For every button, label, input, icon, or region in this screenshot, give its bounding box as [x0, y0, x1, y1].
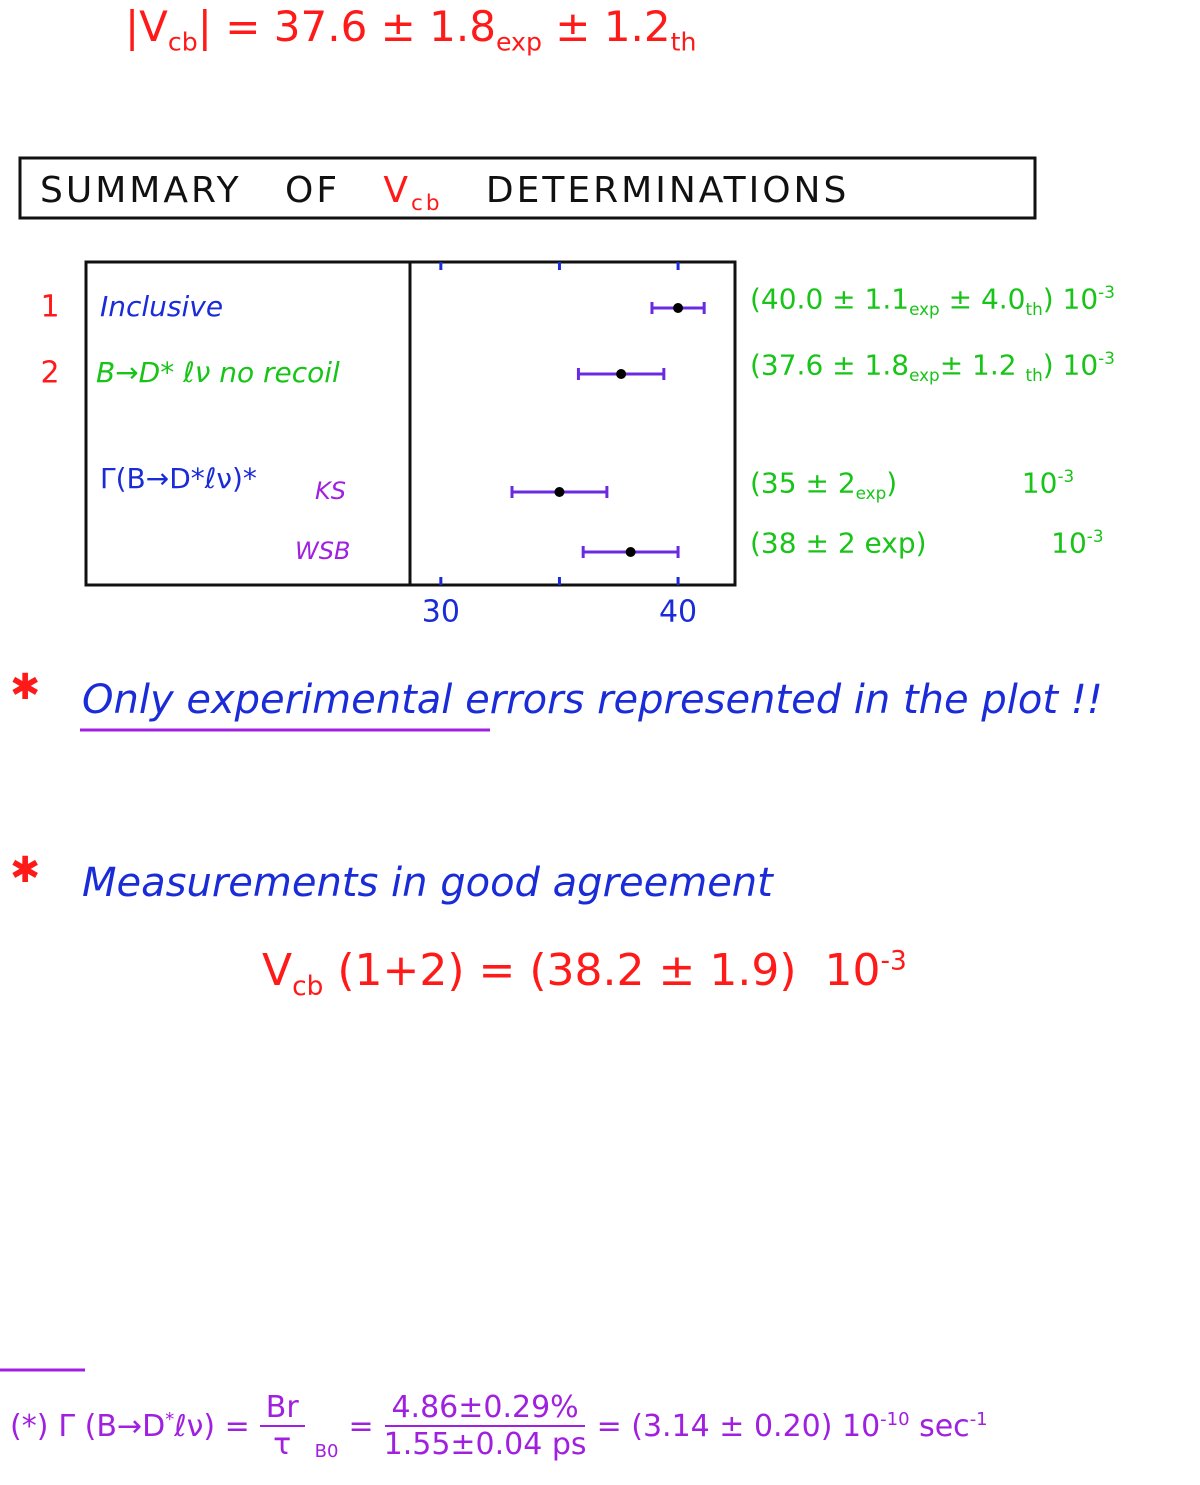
subscript: B0 — [314, 1441, 339, 1462]
footnote-marker: (*) — [10, 1408, 49, 1444]
note-text: Measurements in good agreement — [82, 860, 773, 906]
denominator: τ — [273, 1427, 292, 1462]
group-label: Γ(B→D*ℓν)* — [100, 462, 257, 495]
text-segment: th — [1025, 298, 1043, 319]
text-segment: (37.6 ± 1.8 — [750, 348, 910, 382]
category-label: B→D* ℓν no recoil — [96, 356, 340, 389]
footnote-lhs: Γ (B→D*ℓν) = — [58, 1409, 249, 1444]
text-segment: (38 ± 2 exp) 10 — [750, 526, 1087, 560]
title-box — [18, 156, 1037, 220]
text-segment: DETERMINATIONS — [442, 170, 850, 211]
text-segment: (1+2) = (38.2 ± 1.9) 10 — [323, 945, 881, 996]
text-segment: ± 1.2 — [939, 348, 1026, 382]
text-segment: (35 ± 2 — [750, 466, 856, 500]
annotation: (38 ± 2 exp) 10-3 — [750, 526, 1104, 559]
fraction: Br τ — [259, 1390, 305, 1462]
fraction: 4.86±0.29% 1.55±0.04 ps — [384, 1390, 587, 1462]
category-label: Inclusive — [100, 290, 223, 323]
category-label: WSB — [295, 537, 350, 565]
text-segment: -3 — [1086, 526, 1104, 546]
header-formula: |Vcb| = 37.6 ± 1.8exp ± 1.2th — [125, 2, 696, 56]
summary-title: SUMMARY OF Vcb DETERMINATIONS — [40, 170, 849, 216]
point — [673, 303, 684, 313]
bullet: ✱ — [10, 667, 41, 708]
text-segment: -3 — [1098, 348, 1115, 368]
text-segment: exp — [909, 298, 940, 319]
text-segment: SUMMARY OF — [40, 170, 384, 211]
x-tick-label: 30 — [422, 595, 460, 630]
text-segment: (40.0 ± 1.1 — [750, 282, 910, 316]
text-segment: exp — [909, 364, 940, 385]
point — [616, 369, 627, 379]
text-segment: cb — [167, 27, 198, 57]
category-label: KS — [315, 477, 346, 505]
footnote: (*) Γ (B→D*ℓν) = Br τ B0 = 4.86±0.29% 1.… — [10, 1390, 988, 1462]
row-number: 1 — [40, 290, 59, 325]
text-segment: th — [1025, 364, 1043, 385]
text-segment: -3 — [1057, 466, 1075, 486]
denominator: 1.55±0.04 ps — [383, 1427, 587, 1462]
annotation: (35 ± 2exp) 10-3 — [750, 466, 1074, 503]
text-segment: exp — [495, 27, 542, 57]
text-segment: cb — [292, 970, 324, 1002]
annotation: (37.6 ± 1.8exp± 1.2 th) 10-3 — [750, 348, 1115, 385]
text-segment: th — [670, 27, 697, 57]
text-segment: ± 1.2 — [541, 2, 671, 51]
annotation: (40.0 ± 1.1exp ± 4.0th) 10-3 — [750, 282, 1115, 319]
text-segment: -1 — [969, 1408, 988, 1430]
text-segment: cb — [411, 191, 443, 217]
text-segment: sec — [909, 1408, 970, 1444]
text-segment: exp — [855, 482, 887, 503]
chart: 30 40 Γ(B→D*ℓν)* Inclusive 1 B→D* ℓν no recoi… — [40, 260, 737, 630]
text-segment: -3 — [880, 945, 907, 977]
text-segment: = (3.14 ± 0.20) 10 — [596, 1408, 881, 1444]
text-segment: ) 10 — [886, 466, 1058, 500]
text-segment: * — [165, 1408, 175, 1430]
text-segment: |V — [125, 2, 168, 51]
text-segment: ) 10 — [1042, 348, 1099, 382]
point — [554, 487, 565, 497]
row-number: 2 — [40, 356, 59, 391]
text-segment: -3 — [1098, 282, 1115, 302]
footnote-rhs: = (3.14 ± 0.20) 10-10 sec-1 — [597, 1409, 988, 1444]
text-segment: V — [383, 170, 411, 211]
text-segment: Γ (B→D — [58, 1408, 166, 1444]
numerator: Br — [259, 1390, 305, 1427]
text-segment: ± 4.0 — [939, 282, 1026, 316]
result: Vcb (1+2) = (38.2 ± 1.9) 10-3 — [262, 945, 907, 1002]
text-segment: ) 10 — [1042, 282, 1099, 316]
text-segment: V — [262, 945, 293, 996]
text-segment: ℓν) = — [174, 1408, 250, 1444]
x-tick-label: 40 — [659, 595, 697, 630]
equals: = — [348, 1408, 374, 1444]
note-text: Only experimental errors represented in … — [82, 677, 1103, 723]
numerator: 4.86±0.29% — [385, 1390, 585, 1427]
text-segment: -10 — [880, 1408, 910, 1430]
bullet: ✱ — [10, 850, 41, 891]
point — [625, 547, 636, 557]
text-segment: | = 37.6 ± 1.8 — [197, 2, 496, 51]
